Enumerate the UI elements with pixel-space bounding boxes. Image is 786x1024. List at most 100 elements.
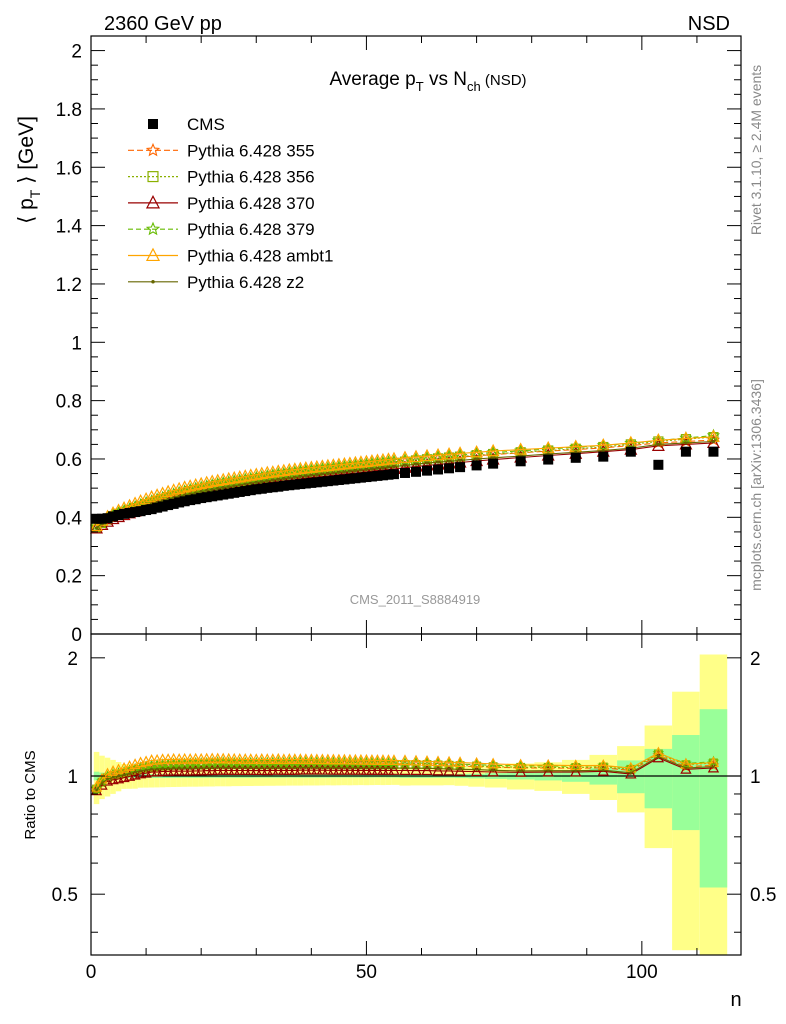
data-point <box>163 500 174 511</box>
ratio-point <box>167 752 180 764</box>
ratio-point <box>327 763 340 775</box>
ratio-point <box>217 764 229 775</box>
ratio-point <box>156 764 169 776</box>
ratio-point <box>239 753 251 764</box>
ratio-point <box>421 755 433 766</box>
data-point <box>196 493 207 504</box>
ratio-point <box>447 767 451 771</box>
ratio-point <box>227 766 231 770</box>
stat-uncertainty-band <box>672 735 700 831</box>
ratio-point <box>189 764 202 776</box>
ratio-point <box>410 764 422 776</box>
data-point <box>383 469 394 480</box>
legend-label: Pythia 6.428 ambt1 <box>187 247 333 266</box>
legend-entry: Pythia 6.428 370 <box>128 194 315 213</box>
ratio-point <box>344 763 356 775</box>
data-point <box>167 483 181 496</box>
data-point <box>113 509 124 520</box>
data-point <box>267 482 278 493</box>
ratio-point <box>680 757 692 769</box>
data-point <box>399 467 410 478</box>
ratio-point <box>166 767 170 770</box>
data-point <box>442 447 456 460</box>
ratio-point <box>178 764 191 776</box>
data-point <box>381 466 385 470</box>
ratio-point <box>156 753 169 765</box>
ratio-point <box>601 768 605 772</box>
ratio-point <box>569 760 582 772</box>
ratio-point <box>348 766 352 770</box>
ratio-point <box>410 754 422 766</box>
legend: CMS Pythia 6.428 355 Pythia 6.428 356 Pythi… <box>128 115 333 292</box>
ratio-point <box>514 765 527 777</box>
ratio-point <box>514 758 527 770</box>
data-point <box>596 438 610 452</box>
ratio-point <box>542 765 554 777</box>
ratio-point <box>250 753 262 765</box>
ratio-point <box>470 765 483 777</box>
data-point <box>471 460 482 471</box>
data-point <box>152 502 163 513</box>
ratio-point <box>243 766 247 770</box>
ratio-point <box>173 764 185 776</box>
ratio-point <box>216 766 220 769</box>
data-point <box>684 441 688 445</box>
data-point <box>141 505 152 516</box>
ratio-point <box>177 766 181 770</box>
ratio-point <box>366 764 378 775</box>
data-point <box>212 490 223 501</box>
data-point <box>328 475 339 486</box>
ratio-point <box>399 764 411 775</box>
data-point <box>403 463 407 467</box>
y-tick-label: 0.2 <box>56 567 82 588</box>
ratio-line <box>96 757 714 792</box>
header-right: NSD <box>688 13 730 35</box>
data-point <box>232 484 236 488</box>
ratio-point <box>436 767 440 770</box>
ratio-tick-label-right: 0.5 <box>750 885 776 906</box>
data-point <box>240 486 251 497</box>
ratio-point <box>381 766 385 770</box>
chart-title: Average pT vs Nch (NSD) <box>329 69 526 94</box>
data-point <box>256 483 267 494</box>
ratio-point <box>443 764 455 776</box>
ratio-point <box>283 764 295 775</box>
data-point <box>260 480 264 484</box>
ratio-point <box>172 766 175 770</box>
ratio-point <box>256 752 268 764</box>
ratio-point <box>133 770 137 774</box>
legend-label: Pythia 6.428 379 <box>187 220 315 239</box>
legend-marker <box>147 171 159 183</box>
header-left: 2360 GeV pp <box>104 13 222 35</box>
data-point <box>168 498 179 509</box>
legend-marker <box>151 280 155 284</box>
ratio-point <box>167 764 180 776</box>
data-point <box>102 513 113 524</box>
ratio-point <box>349 763 362 775</box>
data-point <box>311 477 322 488</box>
ratio-point <box>276 766 280 770</box>
data-point <box>315 473 319 477</box>
ratio-point <box>707 761 720 773</box>
ratio-point <box>283 753 295 764</box>
data-point <box>322 476 333 487</box>
ratio-point <box>294 763 306 775</box>
data-point <box>706 428 721 442</box>
legend-entry: Pythia 6.428 356 <box>128 168 315 187</box>
ratio-axis-title: Ratio to CMS <box>22 750 39 839</box>
y-tick-label: 0.6 <box>56 450 82 471</box>
data-point <box>422 465 433 476</box>
ratio-point <box>128 772 131 775</box>
ratio-point <box>294 753 306 765</box>
data-point <box>108 511 119 522</box>
ratio-point <box>414 766 418 770</box>
ratio-point <box>333 763 345 775</box>
ratio-point <box>272 752 284 764</box>
ratio-point <box>278 764 290 775</box>
ratio-point <box>371 753 384 765</box>
legend-label: Pythia 6.428 356 <box>187 168 315 187</box>
data-point <box>243 482 247 486</box>
ratio-point <box>388 764 400 775</box>
y-tick-label: 0.4 <box>56 508 83 529</box>
data-point <box>444 463 455 474</box>
